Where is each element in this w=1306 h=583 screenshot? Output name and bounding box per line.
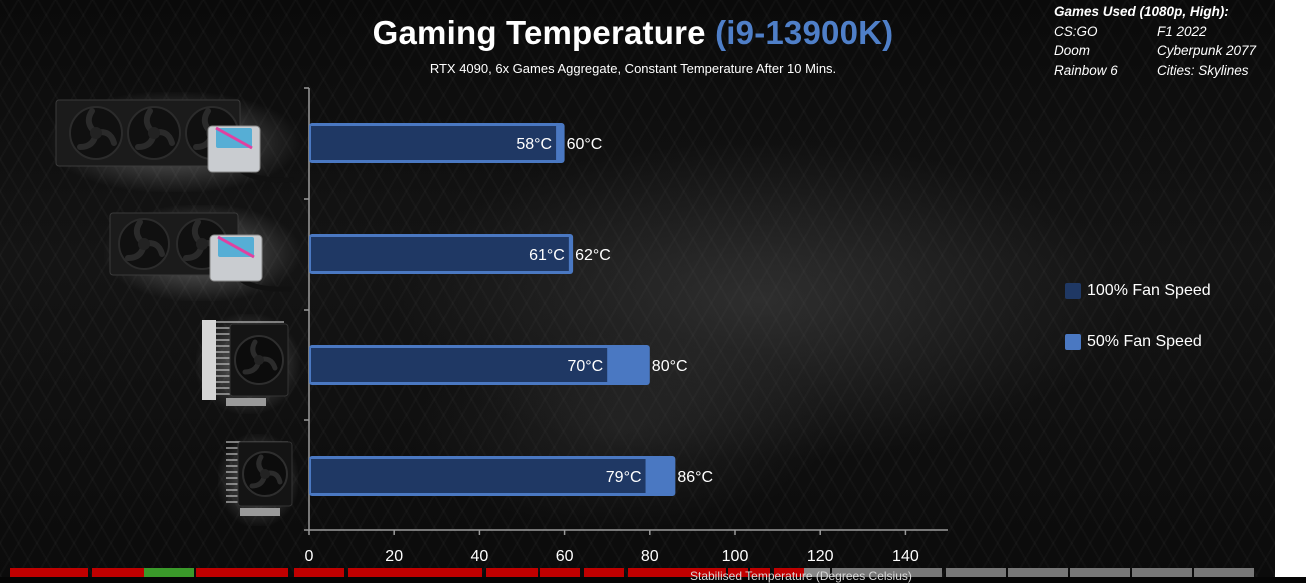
x-tick-label: 60 xyxy=(556,548,574,565)
status-segment xyxy=(196,568,288,577)
game-item: CS:GO xyxy=(1054,23,1098,39)
status-segment xyxy=(804,568,830,577)
aio-360-cooler-icon xyxy=(48,92,300,192)
status-segment xyxy=(1194,568,1254,577)
legend-item-fan-100: 100% Fan Speed xyxy=(1065,280,1211,302)
game-item: Doom xyxy=(1054,43,1091,58)
x-tick-label: 40 xyxy=(471,548,489,565)
status-segment xyxy=(584,568,624,577)
status-segment xyxy=(10,568,88,577)
bar-fan-100 xyxy=(311,459,646,493)
status-segment xyxy=(750,568,770,577)
bar-fan-100 xyxy=(311,237,569,271)
bar-fan-100 xyxy=(311,126,557,160)
title-accent: (i9-13900K) xyxy=(715,14,894,51)
legend-swatch-fan-50 xyxy=(1065,334,1081,350)
status-segment xyxy=(774,568,804,577)
x-tick-label: 100 xyxy=(722,548,749,565)
status-segment xyxy=(832,568,942,577)
bar-fan-100 xyxy=(311,348,608,382)
x-tick-label: 120 xyxy=(807,548,834,565)
data-label-fan-50: 60°C xyxy=(567,136,603,153)
status-segment xyxy=(486,568,538,577)
status-segment xyxy=(946,568,1006,577)
title-main: Gaming Temperature xyxy=(372,14,706,51)
status-segment xyxy=(92,568,144,577)
status-segment xyxy=(1070,568,1130,577)
legend-swatch-fan-100 xyxy=(1065,283,1081,299)
data-label-fan-100: 79°C xyxy=(606,469,642,486)
legend-item-fan-50: 50% Fan Speed xyxy=(1065,331,1211,353)
legend-label-fan-100: 100% Fan Speed xyxy=(1087,282,1211,299)
status-segment xyxy=(1132,568,1192,577)
status-segment xyxy=(144,568,194,577)
data-label-fan-50: 80°C xyxy=(652,358,688,375)
data-label-fan-50: 86°C xyxy=(677,469,713,486)
status-segment xyxy=(628,568,726,577)
single-tower-air-cooler-icon xyxy=(218,434,298,526)
legend-label-fan-50: 50% Fan Speed xyxy=(1087,333,1202,350)
data-label-fan-100: 70°C xyxy=(567,358,603,375)
status-segment xyxy=(294,568,344,577)
bottom-status-strip xyxy=(0,566,1275,577)
data-label-fan-50: 62°C xyxy=(575,247,611,264)
x-axis-label: Stabilised Temperature (Degrees Celsius) xyxy=(690,569,912,583)
dual-tower-air-cooler-icon xyxy=(196,314,300,414)
game-item: Cyberpunk 2077 xyxy=(1157,43,1257,58)
status-segment xyxy=(1008,568,1068,577)
games-used-panel: Games Used (1080p, High): CS:GO F1 2022 … xyxy=(1054,2,1274,80)
window-edge xyxy=(1275,0,1306,577)
game-item: F1 2022 xyxy=(1157,23,1207,39)
chart-title: Gaming Temperature (i9-13900K) xyxy=(300,14,966,52)
chart-subtitle: RTX 4090, 6x Games Aggregate, Constant T… xyxy=(429,61,837,76)
bar-chart: 0 20 40 60 80 100 120 140 58°C 60°C 61°C 62°C 70°C 80… xyxy=(304,87,948,565)
data-label-fan-100: 61°C xyxy=(529,247,565,264)
x-tick-label: 0 xyxy=(305,548,314,565)
game-item: Rainbow 6 xyxy=(1054,62,1118,78)
status-segment xyxy=(348,568,482,577)
x-tick-label: 140 xyxy=(892,548,919,565)
game-item: Cities: Skylines xyxy=(1157,62,1249,78)
status-segment xyxy=(728,568,748,577)
status-segment xyxy=(540,568,580,577)
x-tick-label: 20 xyxy=(385,548,403,565)
data-label-fan-100: 58°C xyxy=(516,136,552,153)
x-tick-label: 80 xyxy=(641,548,659,565)
games-used-heading: Games Used (1080p, High): xyxy=(1054,4,1229,19)
chart-legend: 100% Fan Speed 50% Fan Speed xyxy=(1065,280,1211,382)
aio-240-cooler-icon xyxy=(104,205,300,301)
